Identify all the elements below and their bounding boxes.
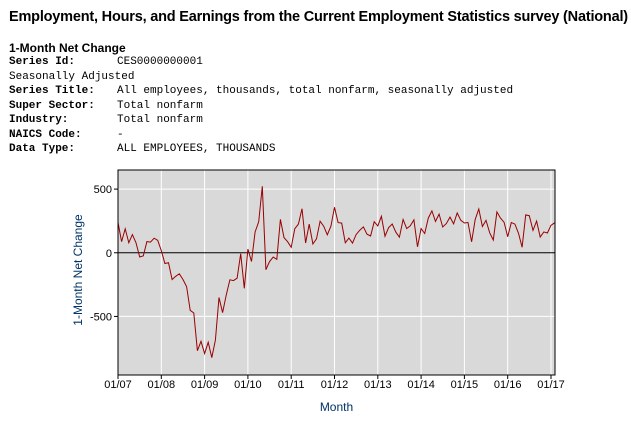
plot-area <box>118 170 555 375</box>
y-tick-label: -500 <box>90 311 112 323</box>
info-label: Super Sector: <box>9 99 95 112</box>
x-tick-label: 01/17 <box>537 379 565 391</box>
x-tick-label: 01/13 <box>364 379 392 391</box>
info-value: - <box>117 128 124 141</box>
info-row: Data Type: ALL EMPLOYEES, THOUSANDS <box>9 143 275 155</box>
x-tick-label: 01/12 <box>321 379 349 391</box>
x-tick-label: 01/16 <box>494 379 522 391</box>
info-label: Series Title: <box>9 85 95 97</box>
series-line <box>117 186 555 358</box>
info-value: Total nonfarm <box>117 114 203 126</box>
y-tick-label: 500 <box>94 184 112 196</box>
section-heading: 1-Month Net Change <box>9 41 126 55</box>
x-tick-label: 01/11 <box>278 379 305 391</box>
x-tick-label: 01/10 <box>234 379 262 391</box>
info-row: NAICS Code: - <box>9 129 124 141</box>
info-value: Total nonfarm <box>117 99 203 112</box>
info-value: All employees, thousands, total nonfarm,… <box>117 85 514 97</box>
plot-border <box>117 169 556 376</box>
info-value: Seasonally Adjusted <box>9 70 135 83</box>
info-row: Series Title: All employees, thousands, t… <box>9 85 513 97</box>
x-tick-label: 01/08 <box>148 379 176 391</box>
info-label: Industry: <box>9 114 69 126</box>
info-row: Series Id: CES0000000001 <box>9 56 203 68</box>
info-label: Data Type: <box>9 143 76 155</box>
info-label: NAICS Code: <box>9 128 82 141</box>
info-value: CES0000000001 <box>117 56 203 68</box>
x-axis-label: Month <box>320 400 353 414</box>
info-row: Industry: Total nonfarm <box>9 114 203 126</box>
info-row: Seasonally Adjusted <box>9 71 134 83</box>
info-label: Series Id: <box>9 56 76 68</box>
x-tick-label: 01/09 <box>191 379 219 391</box>
y-axis-label: 1-Month Net Change <box>71 214 85 326</box>
x-tick-label: 01/15 <box>451 379 479 391</box>
info-row: Super Sector: Total nonfarm <box>9 100 203 112</box>
x-tick-label: 01/14 <box>407 379 435 391</box>
info-value: ALL EMPLOYEES, THOUSANDS <box>117 143 276 155</box>
y-tick-label: 0 <box>106 248 112 260</box>
x-tick-label: 01/07 <box>104 379 132 391</box>
page-title: Employment, Hours, and Earnings from the… <box>9 9 628 25</box>
